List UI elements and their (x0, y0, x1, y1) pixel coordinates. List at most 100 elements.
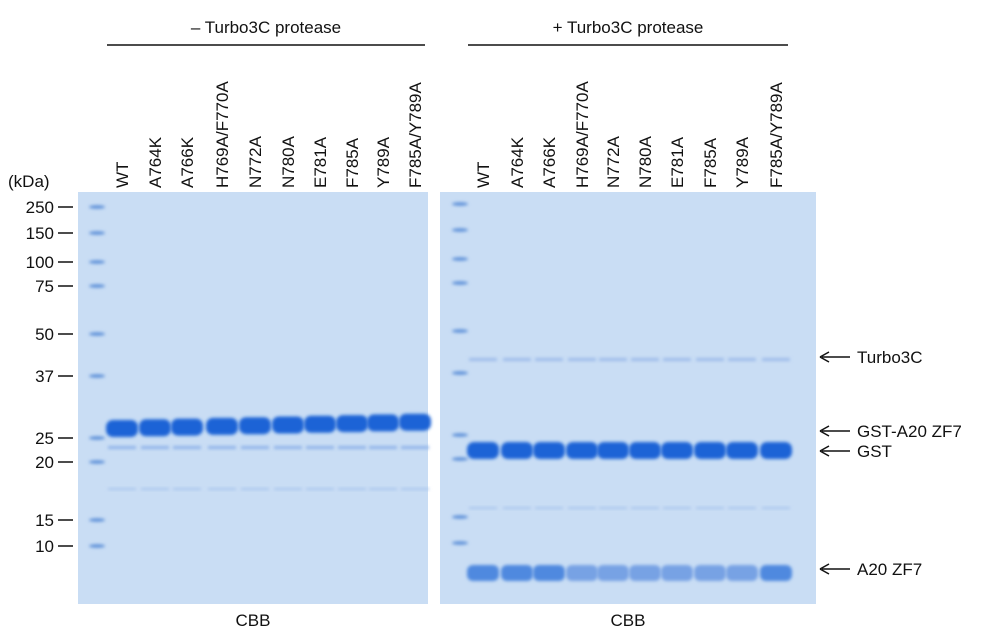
gel-left (78, 192, 428, 604)
band-turbo3c (568, 358, 596, 361)
band (139, 419, 171, 436)
lane-label: N772A (604, 135, 623, 188)
lane-label: F785A/Y789A (767, 81, 786, 188)
ladder-band (452, 457, 468, 461)
band-label: Turbo3C (857, 348, 923, 367)
ladder-band (452, 515, 468, 519)
marker-label: 250 (26, 198, 54, 217)
lane-label: N780A (279, 135, 298, 188)
marker-label: 25 (35, 429, 54, 448)
gel-right (440, 192, 816, 604)
faint-band (338, 488, 366, 490)
band-turbo3c (503, 358, 531, 361)
band-a20 (566, 565, 598, 581)
faint-band (663, 507, 691, 509)
faint-band (108, 488, 136, 490)
faint-band (728, 507, 756, 509)
ladder-band (89, 284, 105, 288)
ladder-band (89, 205, 105, 209)
ladder-band (89, 260, 105, 264)
band-a20 (467, 565, 499, 581)
band-gst (760, 442, 792, 459)
ladder-band (89, 374, 105, 378)
lane-label: H769A/F770A (573, 81, 592, 188)
ladder-band (89, 231, 105, 235)
lane-label: F785A (701, 137, 720, 188)
band-gst (501, 442, 533, 459)
band-label: GST-A20 ZF7 (857, 422, 962, 441)
ladder-band (89, 332, 105, 336)
band (336, 415, 368, 432)
ladder-band (452, 281, 468, 285)
band (106, 420, 138, 437)
faint-band (599, 507, 627, 509)
lane-label: A764K (146, 136, 165, 188)
faint-band (173, 446, 201, 449)
lane-label: N780A (636, 135, 655, 188)
panel-header: – Turbo3C protease (191, 18, 341, 37)
band-gst (467, 442, 499, 459)
band-gst (726, 442, 758, 459)
faint-band (241, 488, 269, 490)
band-turbo3c (663, 358, 691, 361)
faint-band (469, 507, 497, 509)
faint-band (208, 446, 236, 449)
faint-band (631, 507, 659, 509)
panel-caption: CBB (611, 611, 646, 630)
ladder-band (89, 544, 105, 548)
faint-band (108, 446, 136, 449)
band-gst (597, 442, 629, 459)
band-label: A20 ZF7 (857, 560, 922, 579)
band-turbo3c (762, 358, 790, 361)
lane-label: N772A (246, 135, 265, 188)
lane-label: E781A (311, 136, 330, 188)
faint-band (274, 488, 302, 490)
band (171, 419, 203, 436)
band-a20 (533, 565, 565, 581)
marker-label: 75 (35, 277, 54, 296)
faint-band (535, 507, 563, 509)
faint-band (762, 507, 790, 509)
faint-band (306, 488, 334, 490)
faint-band (369, 446, 397, 449)
ladder-band (89, 460, 105, 464)
band-turbo3c (535, 358, 563, 361)
faint-band (338, 446, 366, 449)
lane-label: E781A (668, 136, 687, 188)
band-gst (566, 442, 598, 459)
ladder-band (452, 228, 468, 232)
ladder-band (452, 202, 468, 206)
band-a20 (661, 565, 693, 581)
faint-band (503, 507, 531, 509)
lane-label: F785A/Y789A (406, 81, 425, 188)
faint-band (241, 446, 269, 449)
band-gst (533, 442, 565, 459)
lane-label: WT (113, 162, 132, 188)
faint-band (401, 446, 429, 449)
band (304, 416, 336, 433)
faint-band (274, 446, 302, 449)
lane-label: Y789A (374, 136, 393, 188)
band-turbo3c (696, 358, 724, 361)
lane-label: A766K (178, 136, 197, 188)
marker-label: 150 (26, 224, 54, 243)
faint-band (208, 488, 236, 490)
band-a20 (501, 565, 533, 581)
band (272, 417, 304, 434)
band-label: GST (857, 442, 892, 461)
band-a20 (760, 565, 792, 581)
faint-band (696, 507, 724, 509)
band-turbo3c (599, 358, 627, 361)
band-gst (629, 442, 661, 459)
marker-label: 37 (35, 367, 54, 386)
lane-label: F785A (343, 137, 362, 188)
marker-unit: (kDa) (8, 172, 50, 191)
faint-band (141, 488, 169, 490)
marker-label: 10 (35, 537, 54, 556)
faint-band (306, 446, 334, 449)
band-a20 (629, 565, 661, 581)
marker-label: 20 (35, 453, 54, 472)
ladder-band (89, 436, 105, 440)
band-a20 (694, 565, 726, 581)
faint-band (141, 446, 169, 449)
